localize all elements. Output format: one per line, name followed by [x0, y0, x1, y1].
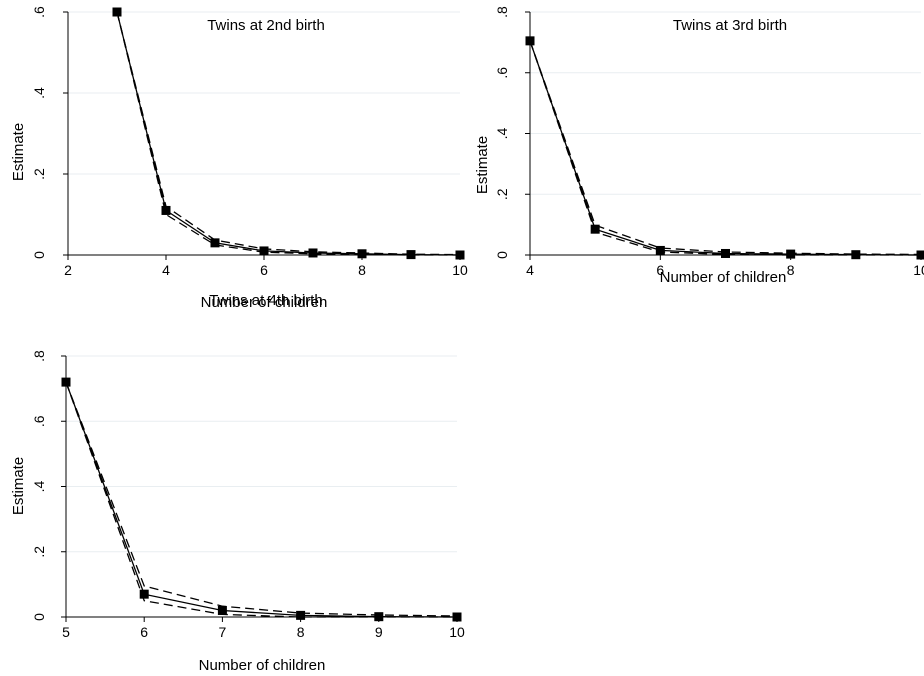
data-point-marker — [374, 612, 384, 622]
chart-title: Twins at 3rd birth — [673, 17, 787, 34]
y-tick-labels: 0 .2 .4 .6 .8 — [31, 350, 47, 621]
y-tick-labels: 0 .2 .4 .6 .8 — [494, 6, 510, 259]
x-tick-label: 4 — [162, 262, 170, 278]
x-axis-label: Number of children — [660, 269, 787, 286]
series-line-dashed-upper — [116, 11, 461, 256]
y-tick-label: .8 — [494, 6, 510, 18]
x-tick-label: 6 — [656, 262, 664, 278]
data-point-marker — [851, 250, 861, 260]
x-tick-label: 6 — [260, 262, 268, 278]
data-point-marker — [112, 7, 122, 17]
x-tick-label: 7 — [219, 624, 227, 640]
data-markers — [61, 377, 462, 622]
panel-twins-4th-birth: Twins at 4th birth Estimate Number of ch… — [10, 292, 465, 674]
chart-title: Twins at 4th birth — [209, 292, 322, 309]
panel-twins-2nd-birth: Twins at 2nd birth Estimate Number of ch… — [10, 6, 468, 311]
x-tick-label: 10 — [913, 262, 924, 278]
data-point-marker — [406, 250, 416, 260]
data-point-marker — [357, 249, 367, 259]
x-tick-label: 10 — [449, 624, 465, 640]
data-point-marker — [655, 245, 665, 255]
data-point-marker — [786, 249, 796, 259]
y-tick-label: .4 — [31, 480, 47, 492]
x-tick-labels: 5 6 7 8 9 10 — [62, 624, 465, 640]
x-tick-label: 4 — [526, 262, 534, 278]
data-point-marker — [455, 250, 465, 260]
data-point-marker — [61, 377, 71, 387]
x-tick-label: 8 — [358, 262, 366, 278]
data-point-marker — [590, 224, 600, 234]
y-tick-label: .2 — [31, 168, 47, 180]
x-tick-label: 8 — [787, 262, 795, 278]
x-axis-label: Number of children — [199, 657, 326, 674]
y-tick-label: 0 — [31, 251, 47, 259]
data-point-marker — [217, 605, 227, 615]
y-tick-label: .6 — [31, 415, 47, 427]
data-markers — [525, 36, 924, 260]
data-point-marker — [916, 250, 924, 260]
y-tick-label: .2 — [31, 546, 47, 558]
data-point-marker — [139, 589, 149, 599]
x-tick-label: 5 — [62, 624, 70, 640]
data-point-marker — [308, 248, 318, 258]
y-tick-label: 0 — [31, 613, 47, 621]
y-tick-label: 0 — [494, 251, 510, 259]
data-point-marker — [296, 610, 306, 620]
y-tick-label: .4 — [494, 127, 510, 139]
x-tick-label: 9 — [375, 624, 383, 640]
x-tick-labels: 4 6 8 10 — [526, 262, 924, 278]
data-point-marker — [259, 246, 269, 256]
series-lines — [65, 381, 458, 618]
data-point-marker — [721, 248, 730, 258]
x-axis-label: Number of children — [201, 294, 328, 311]
y-tick-label: .4 — [31, 87, 47, 99]
x-tick-label: 8 — [297, 624, 305, 640]
x-tick-labels: 2 4 6 8 10 — [64, 262, 468, 278]
series-line-dashed-lower — [116, 11, 460, 256]
data-point-marker — [525, 36, 535, 46]
data-markers — [112, 7, 465, 260]
chart-title: Twins at 2nd birth — [207, 17, 325, 34]
series-lines — [116, 11, 461, 256]
y-tick-label: .6 — [494, 67, 510, 79]
y-axis-label: Estimate — [474, 136, 491, 194]
data-point-marker — [161, 205, 171, 215]
y-tick-label: .6 — [31, 6, 47, 18]
data-point-marker — [452, 612, 462, 622]
x-tick-label: 6 — [140, 624, 148, 640]
x-tick-label: 2 — [64, 262, 72, 278]
data-point-marker — [210, 238, 220, 248]
y-tick-labels: 0 .2 .4 .6 — [31, 6, 47, 259]
series-line-dashed-lower — [65, 381, 457, 618]
y-axis-label: Estimate — [10, 457, 27, 515]
y-tick-label: .2 — [494, 188, 510, 200]
y-axis-label: Estimate — [10, 123, 27, 181]
series-line-dashed-upper — [65, 381, 458, 617]
panel-twins-3rd-birth: Twins at 3rd birth Estimate Number of ch… — [474, 6, 924, 286]
y-tick-label: .8 — [31, 350, 47, 362]
x-tick-label: 10 — [452, 262, 468, 278]
